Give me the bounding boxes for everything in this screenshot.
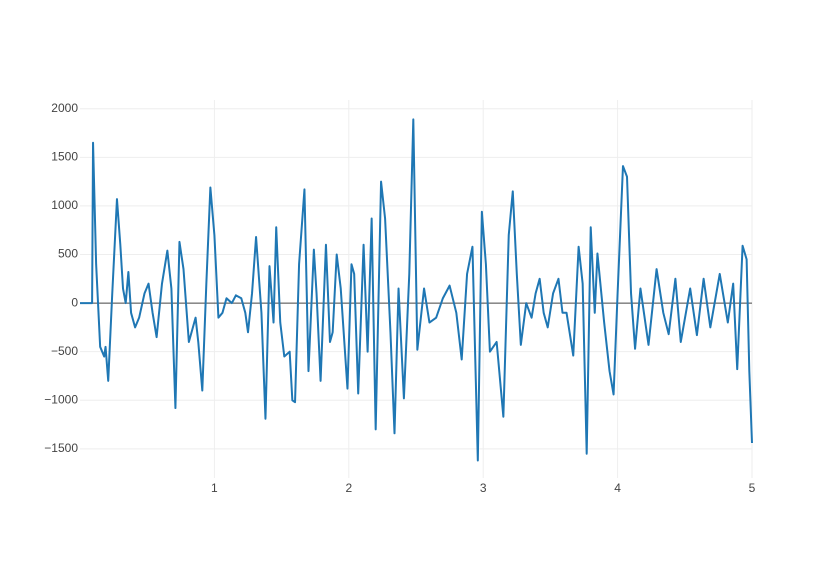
x-tick-label: 4: [614, 481, 621, 495]
y-tick-label: 500: [58, 247, 78, 261]
x-tick-label: 3: [480, 481, 487, 495]
y-tick-label: −1500: [44, 441, 78, 455]
y-tick-label: 2000: [51, 101, 78, 115]
x-tick-label: 1: [211, 481, 218, 495]
y-tick-label: 1000: [51, 198, 78, 212]
y-tick-label: 1500: [51, 150, 78, 164]
x-tick-label: 5: [749, 481, 756, 495]
y-tick-label: −500: [51, 344, 78, 358]
y-tick-label: 0: [71, 295, 78, 309]
line-series: [80, 118, 753, 462]
y-tick-label: −1000: [44, 392, 78, 406]
x-tick-label: 2: [345, 481, 352, 495]
